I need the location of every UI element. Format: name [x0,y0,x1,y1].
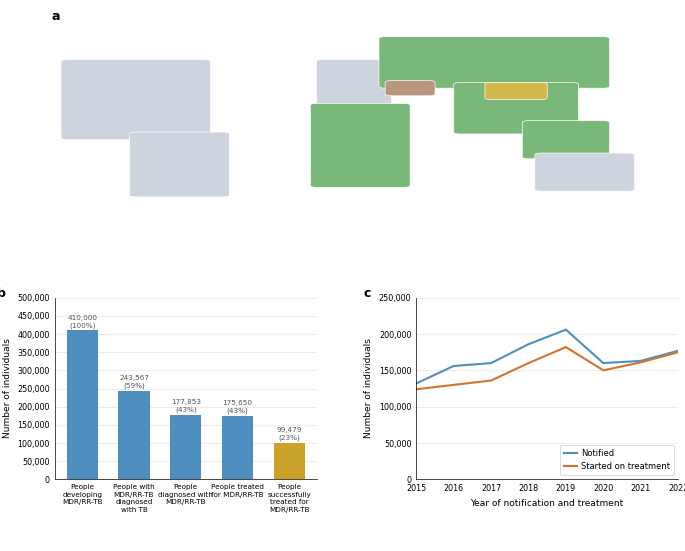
FancyBboxPatch shape [453,83,578,134]
Started on treatment [674,349,682,355]
Y-axis label: Number of individuals: Number of individuals [364,338,373,439]
FancyBboxPatch shape [61,60,211,140]
Started on treatment [599,367,608,374]
FancyBboxPatch shape [129,132,229,197]
Text: 410,000
(100%): 410,000 (100%) [67,315,97,328]
Notified [525,341,533,348]
Text: 177,853
(43%): 177,853 (43%) [171,399,201,413]
Started on treatment [562,344,570,350]
Bar [222,415,253,479]
FancyBboxPatch shape [310,104,410,187]
Started on treatment [449,382,458,388]
Text: 243,567
(59%): 243,567 (59%) [119,375,149,389]
FancyBboxPatch shape [385,80,435,96]
Text: b: b [0,287,6,300]
Line: Started on treatment: Started on treatment [416,347,678,389]
Notified [674,348,682,354]
Notified [636,358,645,364]
FancyBboxPatch shape [535,153,634,191]
Started on treatment [487,377,495,384]
FancyBboxPatch shape [379,37,610,88]
Bar [66,331,98,479]
Notified [562,326,570,333]
Bar [274,443,305,479]
Notified [599,360,608,366]
Started on treatment [525,360,533,366]
Text: 175,650
(43%): 175,650 (43%) [223,399,253,414]
FancyBboxPatch shape [523,121,610,159]
X-axis label: Year of notification and treatment: Year of notification and treatment [471,499,624,508]
Started on treatment [636,359,645,366]
Legend: Notified, Started on treatment: Notified, Started on treatment [560,445,674,475]
Y-axis label: Number of individuals: Number of individuals [3,338,12,439]
Text: c: c [364,287,371,300]
Notified [449,363,458,369]
Bar [171,415,201,479]
Line: Notified: Notified [416,329,678,383]
FancyBboxPatch shape [485,83,547,100]
Started on treatment [412,386,421,392]
Notified [487,360,495,366]
Notified [412,380,421,387]
Bar [119,391,149,479]
FancyBboxPatch shape [316,60,391,111]
Text: a: a [51,10,60,23]
Text: 99,479
(23%): 99,479 (23%) [277,428,302,441]
